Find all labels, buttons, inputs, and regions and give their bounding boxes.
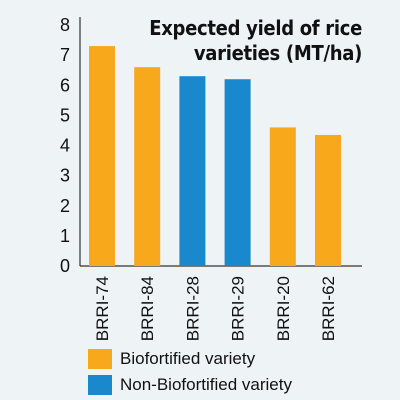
bar [224,79,251,266]
x-tick-label: BRRI-84 [138,276,157,341]
y-tick-label: 8 [60,15,70,35]
legend-label-non-biofortified: Non-Biofortified variety [120,375,292,394]
x-tick-label: BRRI-20 [274,276,293,341]
y-tick-label: 2 [60,196,70,216]
chart-title-line-1: Expected yield of rice [149,16,362,40]
x-tick-label: BRRI-29 [229,276,248,341]
x-tick-label: BRRI-62 [319,276,338,341]
bar [89,46,115,267]
chart-title: Expected yield of rice varieties (MT/ha) [149,16,362,66]
x-tick-label: BRRI-74 [93,276,112,341]
y-tick-label: 4 [60,136,70,156]
legend-swatch-biofortified [88,349,112,369]
legend-item-non-biofortified: Non-Biofortified variety [88,372,292,398]
bar [179,76,206,267]
bar [134,67,161,266]
y-tick-label: 6 [60,75,70,95]
legend: Biofortified variety Non-Biofortified va… [88,346,292,398]
bar [269,127,296,266]
legend-item-biofortified: Biofortified variety [88,346,292,372]
y-tick-label: 5 [60,105,70,125]
x-tick-label: BRRI-28 [183,276,202,341]
y-tick-label: 7 [60,45,70,65]
chart-title-line-2: varieties (MT/ha) [193,41,362,65]
y-tick-label: 0 [60,256,70,276]
y-tick-label: 3 [60,166,70,186]
legend-label-biofortified: Biofortified variety [120,349,256,368]
y-tick-label: 1 [60,226,70,246]
legend-swatch-non-biofortified [88,375,112,395]
bar [315,134,341,266]
